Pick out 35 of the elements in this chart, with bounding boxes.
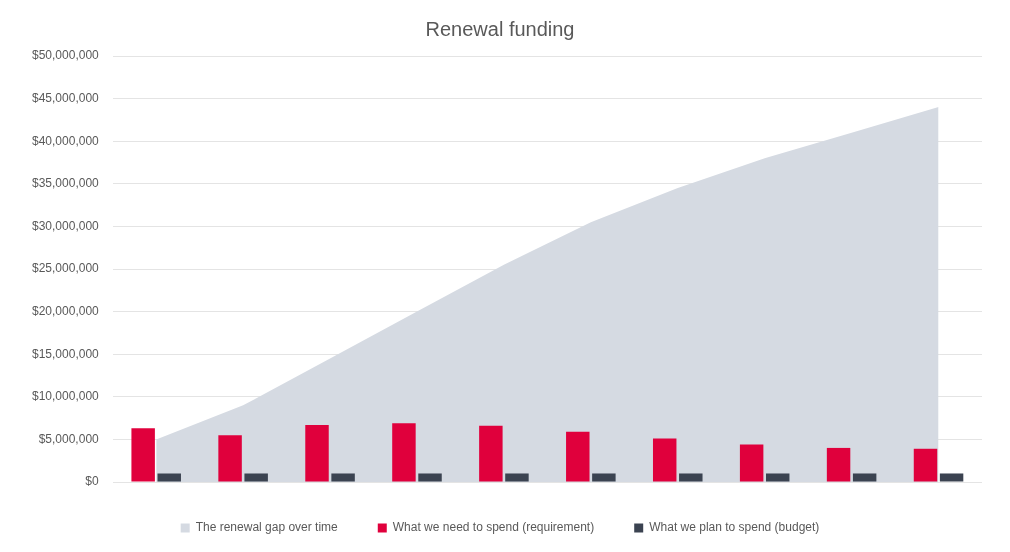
y-tick-label: $10,000,000	[32, 389, 100, 404]
bar	[566, 431, 590, 482]
bar	[826, 447, 851, 482]
bar	[505, 473, 529, 482]
bar	[131, 428, 155, 482]
bar	[739, 444, 764, 482]
y-tick-label: $50,000,000	[32, 48, 100, 63]
bar	[418, 473, 442, 482]
chart-title: Renewal funding	[425, 17, 575, 40]
y-tick-label: $40,000,000	[32, 133, 100, 148]
bar	[652, 438, 677, 482]
y-tick-label: $45,000,000	[32, 90, 100, 105]
bar	[331, 473, 355, 482]
bar	[939, 473, 964, 482]
legend-label: What we need to spend (requirement)	[392, 520, 595, 535]
y-tick-label: $15,000,000	[32, 346, 100, 361]
bar	[218, 435, 242, 482]
bar	[305, 424, 329, 482]
bar	[479, 425, 503, 482]
bar	[592, 473, 616, 482]
y-tick-label: $20,000,000	[32, 303, 100, 318]
y-tick-label: $5,000,000	[38, 431, 100, 446]
y-tick-label: $0	[85, 474, 100, 489]
y-tick-label: $30,000,000	[32, 218, 100, 233]
bar	[157, 473, 181, 482]
bar	[765, 473, 790, 482]
legend-label: The renewal gap over time	[195, 520, 339, 535]
y-tick-label: $25,000,000	[32, 261, 100, 276]
bar	[679, 473, 703, 482]
bar	[913, 448, 938, 482]
bar	[392, 423, 416, 482]
bar	[244, 473, 268, 482]
bar	[852, 473, 877, 482]
y-tick-label: $35,000,000	[32, 176, 100, 191]
legend-label: What we plan to spend (budget)	[649, 520, 820, 535]
